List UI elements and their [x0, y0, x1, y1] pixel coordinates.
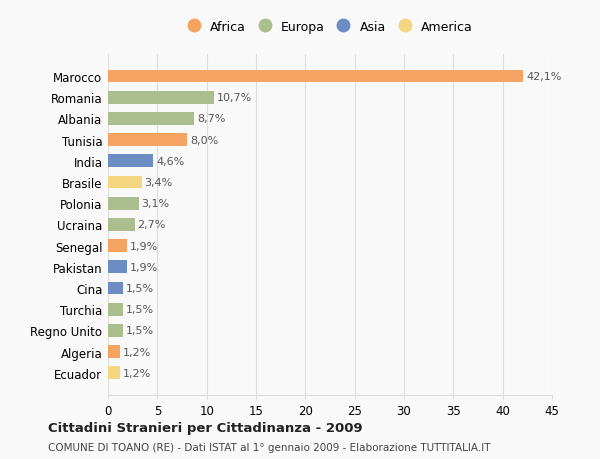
Text: 3,1%: 3,1% [142, 199, 170, 209]
Bar [108, 261, 127, 274]
Bar [108, 176, 142, 189]
Bar [108, 155, 154, 168]
Text: 42,1%: 42,1% [526, 72, 562, 82]
Text: 4,6%: 4,6% [157, 157, 185, 167]
Text: 1,5%: 1,5% [126, 326, 154, 336]
Bar [108, 71, 523, 83]
Bar [108, 303, 123, 316]
Text: 10,7%: 10,7% [217, 93, 252, 103]
Text: 2,7%: 2,7% [137, 220, 166, 230]
Bar [108, 367, 120, 379]
Text: 1,5%: 1,5% [126, 304, 154, 314]
Bar [108, 325, 123, 337]
Bar [108, 197, 139, 210]
Text: 1,9%: 1,9% [130, 241, 158, 251]
Text: 1,2%: 1,2% [123, 368, 151, 378]
Text: 8,7%: 8,7% [197, 114, 225, 124]
Text: 3,4%: 3,4% [145, 178, 173, 188]
Text: COMUNE DI TOANO (RE) - Dati ISTAT al 1° gennaio 2009 - Elaborazione TUTTITALIA.I: COMUNE DI TOANO (RE) - Dati ISTAT al 1° … [48, 442, 491, 452]
Bar [108, 282, 123, 295]
Bar [108, 218, 134, 231]
Bar [108, 134, 187, 147]
Text: 1,9%: 1,9% [130, 262, 158, 272]
Bar [108, 346, 120, 358]
Text: Cittadini Stranieri per Cittadinanza - 2009: Cittadini Stranieri per Cittadinanza - 2… [48, 421, 362, 435]
Legend: Africa, Europa, Asia, America: Africa, Europa, Asia, America [184, 17, 476, 38]
Text: 8,0%: 8,0% [190, 135, 218, 146]
Bar [108, 92, 214, 104]
Bar [108, 240, 127, 252]
Text: 1,5%: 1,5% [126, 283, 154, 293]
Bar [108, 113, 194, 125]
Text: 1,2%: 1,2% [123, 347, 151, 357]
